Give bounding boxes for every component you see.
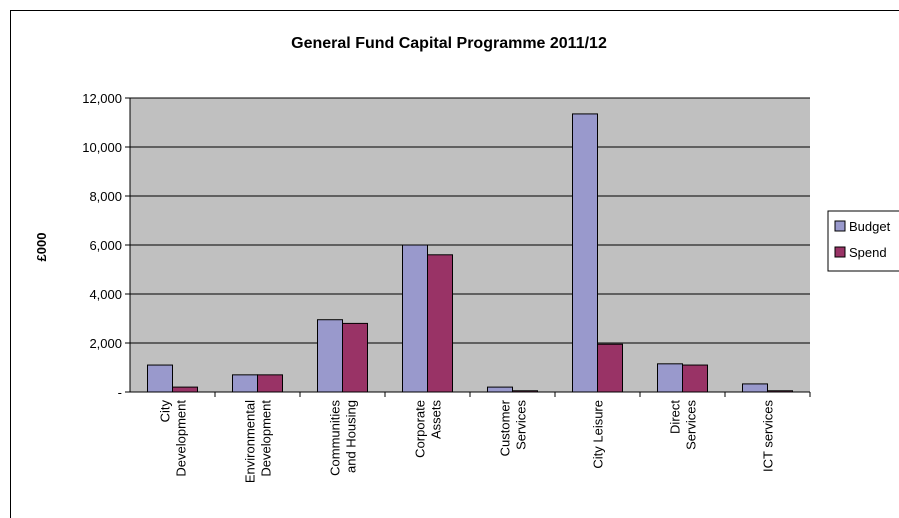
bar-spend [172, 386, 198, 393]
y-tick-label: 10,000 [82, 140, 122, 155]
y-tick-label: 6,000 [89, 238, 122, 253]
legend-label-budget: Budget [849, 219, 891, 234]
y-axis-label: £000 [34, 233, 49, 262]
x-tick-label: and Housing [344, 400, 359, 473]
y-tick-label: - [118, 385, 122, 400]
bar-budget [657, 363, 683, 393]
bar-spend [597, 343, 623, 393]
bar-budget [232, 374, 258, 393]
x-tick-label: City [158, 400, 173, 423]
bar-budget [147, 364, 173, 393]
x-tick-label: Direct [668, 400, 683, 434]
bar-budget [742, 383, 768, 393]
legend: Budget Spend [827, 210, 899, 272]
x-tick-label: Development [174, 400, 189, 477]
y-tick-label: 2,000 [89, 336, 122, 351]
x-tick-label: ICT services [761, 400, 776, 472]
chart-title: General Fund Capital Programme 2011/12 [291, 35, 607, 52]
x-tick-label: City Leisure [591, 400, 606, 469]
x-tick-label: Services [514, 400, 529, 450]
x-tick-label: Corporate [413, 400, 428, 458]
bar-budget [487, 386, 513, 393]
bar-spend [512, 390, 538, 393]
x-tick-label: Development [259, 400, 274, 477]
bar-spend [342, 322, 368, 393]
x-tick-label: Assets [429, 400, 444, 440]
bar-spend [767, 390, 793, 393]
bar-budget [402, 244, 428, 393]
legend-swatch-budget [834, 220, 846, 232]
bar-spend [682, 364, 708, 393]
x-tick-label: Environmental [243, 400, 258, 483]
bar-budget [317, 319, 343, 393]
bar-spend [257, 374, 283, 393]
x-tick-label: Communities [328, 400, 343, 476]
y-tick-label: 8,000 [89, 189, 122, 204]
bar-spend [427, 254, 453, 393]
y-tick-label: 4,000 [89, 287, 122, 302]
legend-swatch-spend [834, 246, 846, 258]
bar-budget [572, 113, 598, 393]
x-tick-label: Services [684, 400, 699, 450]
plot-area: - 2,000 4,000 6,000 8,000 10,000 12,000 [82, 91, 811, 400]
y-tick-label: 12,000 [82, 91, 122, 106]
legend-label-spend: Spend [849, 245, 887, 260]
x-axis-labels: City Development Environmental Development C… [158, 399, 776, 483]
x-tick-label: Customer [498, 399, 513, 456]
